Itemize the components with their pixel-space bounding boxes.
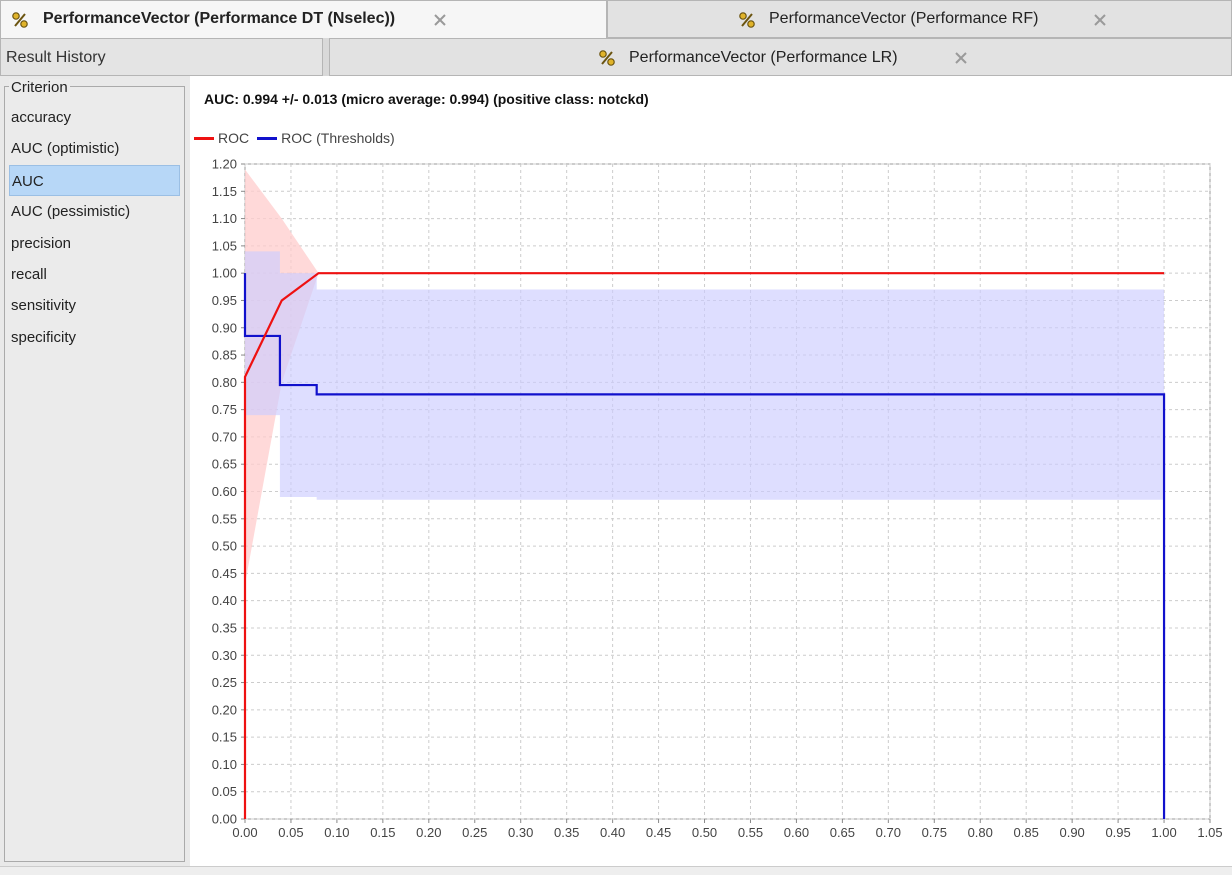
- second-tab-bar: Result History PerformanceVector (Perfor…: [0, 38, 1232, 76]
- y-tick-label: 1.15: [212, 184, 237, 199]
- tab-result-history[interactable]: Result History: [0, 38, 323, 76]
- y-tick-label: 1.00: [212, 266, 237, 281]
- legend-label: ROC: [218, 130, 250, 146]
- legend-label: ROC (Thresholds): [281, 130, 395, 146]
- y-tick-label: 0.25: [212, 675, 237, 690]
- y-tick-label: 0.80: [212, 375, 237, 390]
- y-tick-label: 0.00: [212, 812, 237, 827]
- x-tick-label: 0.15: [370, 825, 395, 840]
- close-icon[interactable]: [433, 13, 447, 27]
- y-tick-label: 1.20: [212, 157, 237, 172]
- y-tick-label: 1.05: [212, 238, 237, 253]
- legend-item-roc-thresholds: ROC (Thresholds): [257, 130, 395, 146]
- series-line: [243, 273, 1166, 819]
- x-tick-label: 0.35: [554, 825, 579, 840]
- y-tick-label: 0.10: [212, 757, 237, 772]
- y-tick-label: 0.20: [212, 702, 237, 717]
- y-tick-label: 0.15: [212, 730, 237, 745]
- y-tick-label: 0.95: [212, 293, 237, 308]
- chart-legend: ROC ROC (Thresholds): [194, 128, 403, 148]
- legend-swatch-roc: [194, 136, 214, 140]
- criterion-item-auc-pessimistic[interactable]: AUC (pessimistic): [11, 203, 131, 221]
- tab-label: PerformanceVector (Performance RF): [769, 10, 1039, 27]
- y-tick-label: 0.85: [212, 348, 237, 363]
- x-tick-label: 0.75: [922, 825, 947, 840]
- close-icon[interactable]: [1093, 13, 1107, 27]
- y-tick-label: 0.50: [212, 539, 237, 554]
- y-tick-label: 0.60: [212, 484, 237, 499]
- series-band: [245, 251, 1165, 500]
- tab-label: PerformanceVector (Performance DT (Nsele…: [43, 10, 396, 27]
- legend-swatch-roc-thresholds: [257, 136, 278, 140]
- y-tick-label: 0.90: [212, 320, 237, 335]
- criterion-item-auc[interactable]: AUC: [9, 164, 180, 197]
- x-tick-label: 0.20: [416, 825, 441, 840]
- x-tick-label: 0.05: [278, 825, 303, 840]
- x-tick-label: 0.50: [692, 825, 717, 840]
- x-tick-label: 0.45: [646, 825, 671, 840]
- criterion-heading: Criterion: [9, 79, 70, 96]
- y-tick-label: 0.40: [212, 593, 237, 608]
- x-tick-label: 0.85: [1014, 825, 1039, 840]
- x-tick-label: 0.30: [508, 825, 533, 840]
- percent-icon: [599, 50, 615, 66]
- series-line: [243, 272, 1165, 819]
- status-bar: [0, 866, 1232, 875]
- tab-performance-rf[interactable]: PerformanceVector (Performance RF): [607, 0, 1232, 38]
- percent-icon: [739, 12, 755, 28]
- criterion-sidebar: Criterion accuracy AUC (optimistic) AUC …: [0, 76, 190, 875]
- x-tick-label: 0.70: [876, 825, 901, 840]
- y-tick-label: 0.35: [212, 620, 237, 635]
- x-tick-label: 1.00: [1151, 825, 1176, 840]
- criterion-item-accuracy[interactable]: accuracy: [11, 109, 72, 126]
- criterion-item-specificity[interactable]: specificity: [11, 328, 77, 346]
- legend-item-roc: ROC: [194, 130, 249, 146]
- x-tick-label: 0.25: [462, 825, 487, 840]
- y-tick-label: 0.55: [212, 511, 237, 526]
- tab-performance-lr[interactable]: PerformanceVector (Performance LR): [329, 38, 1232, 76]
- y-tick-label: 0.65: [212, 457, 237, 472]
- percent-icon: [12, 12, 28, 28]
- criterion-item-recall[interactable]: recall: [11, 265, 47, 283]
- criterion-list: accuracy AUC (optimistic) AUC AUC (pessi…: [9, 102, 180, 353]
- y-tick-label: 0.05: [212, 784, 237, 799]
- criterion-item-precision[interactable]: precision: [11, 234, 72, 252]
- criterion-item-auc-optimistic[interactable]: AUC (optimistic): [11, 140, 120, 158]
- x-tick-label: 0.55: [738, 825, 763, 840]
- x-tick-label: 0.10: [324, 825, 349, 840]
- tab-label: PerformanceVector (Performance LR): [629, 49, 898, 66]
- top-tab-bar: PerformanceVector (Performance DT (Nsele…: [0, 0, 1232, 38]
- tab-performance-dt[interactable]: PerformanceVector (Performance DT (Nsele…: [0, 0, 607, 38]
- auc-summary-title: AUC: 0.994 +/- 0.013 (micro average: 0.9…: [204, 91, 649, 107]
- y-tick-label: 0.75: [212, 402, 237, 417]
- x-tick-label: 0.00: [232, 825, 257, 840]
- result-panel: 0.00 0.05 0.10 0.15 0.20 0.25 0.30 0.35 0.40 0.45…: [190, 76, 1232, 866]
- x-tick-label: 1.05: [1197, 825, 1222, 840]
- roc-chart: 0.00 0.05 0.10 0.15 0.20 0.25 0.30 0.35 0.40 0.45…: [212, 157, 1223, 841]
- y-tick-label: 1.10: [212, 211, 237, 226]
- x-tick-label: 0.95: [1105, 825, 1130, 840]
- close-icon[interactable]: [954, 51, 968, 65]
- tab-label: Result History: [6, 49, 106, 66]
- x-tick-label: 0.40: [600, 825, 625, 840]
- criterion-group: Criterion accuracy AUC (optimistic) AUC …: [4, 79, 185, 862]
- x-tick-label: 0.65: [830, 825, 855, 840]
- y-tick-label: 0.45: [212, 566, 237, 581]
- x-tick-label: 0.90: [1059, 825, 1084, 840]
- x-tick-label: 0.80: [968, 825, 993, 840]
- y-tick-label: 0.30: [212, 648, 237, 663]
- y-tick-label: 0.70: [212, 429, 237, 444]
- x-tick-label: 0.60: [784, 825, 809, 840]
- criterion-item-sensitivity[interactable]: sensitivity: [11, 297, 77, 315]
